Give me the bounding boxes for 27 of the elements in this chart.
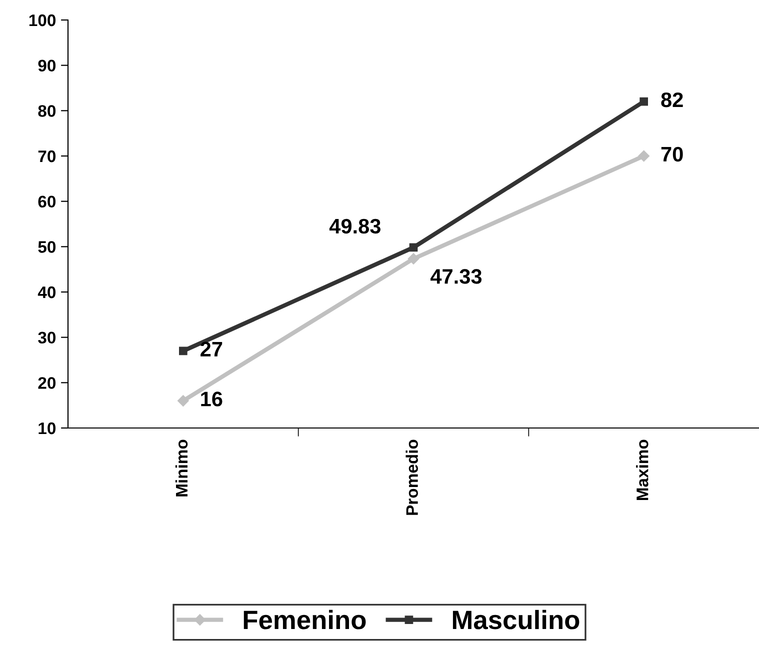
- data-label: 47.33: [430, 269, 482, 284]
- y-tick-label: 20: [38, 377, 56, 389]
- y-tick-label: 70: [38, 150, 56, 162]
- y-tick-label: 80: [38, 105, 56, 117]
- point: [179, 346, 188, 356]
- y-tick-label: 100: [29, 14, 56, 26]
- y-tick-label: 60: [38, 196, 56, 208]
- point: [409, 243, 418, 252]
- data-label: 27: [200, 342, 222, 356]
- x-tick-label: Promedio: [406, 440, 418, 515]
- data-label: 16: [201, 392, 222, 406]
- data-label: 70: [661, 146, 683, 162]
- y-tick-label: 10: [38, 422, 56, 434]
- x-tick-label: Maximo: [636, 440, 648, 500]
- point: [178, 395, 189, 406]
- y-tick-label: 30: [38, 332, 56, 344]
- y-tick-label: 90: [38, 60, 56, 72]
- y-tick-label: 40: [38, 286, 56, 298]
- data-label: 49.83: [329, 218, 380, 234]
- x-tick-label: Minimo: [175, 440, 188, 496]
- point: [408, 253, 420, 264]
- data-label: 82: [661, 92, 683, 108]
- point: [640, 97, 648, 106]
- point: [638, 150, 650, 162]
- y-tick-label: 50: [38, 241, 56, 253]
- legend-label: Masculino: [452, 610, 580, 630]
- legend-label: Femenino: [244, 610, 366, 630]
